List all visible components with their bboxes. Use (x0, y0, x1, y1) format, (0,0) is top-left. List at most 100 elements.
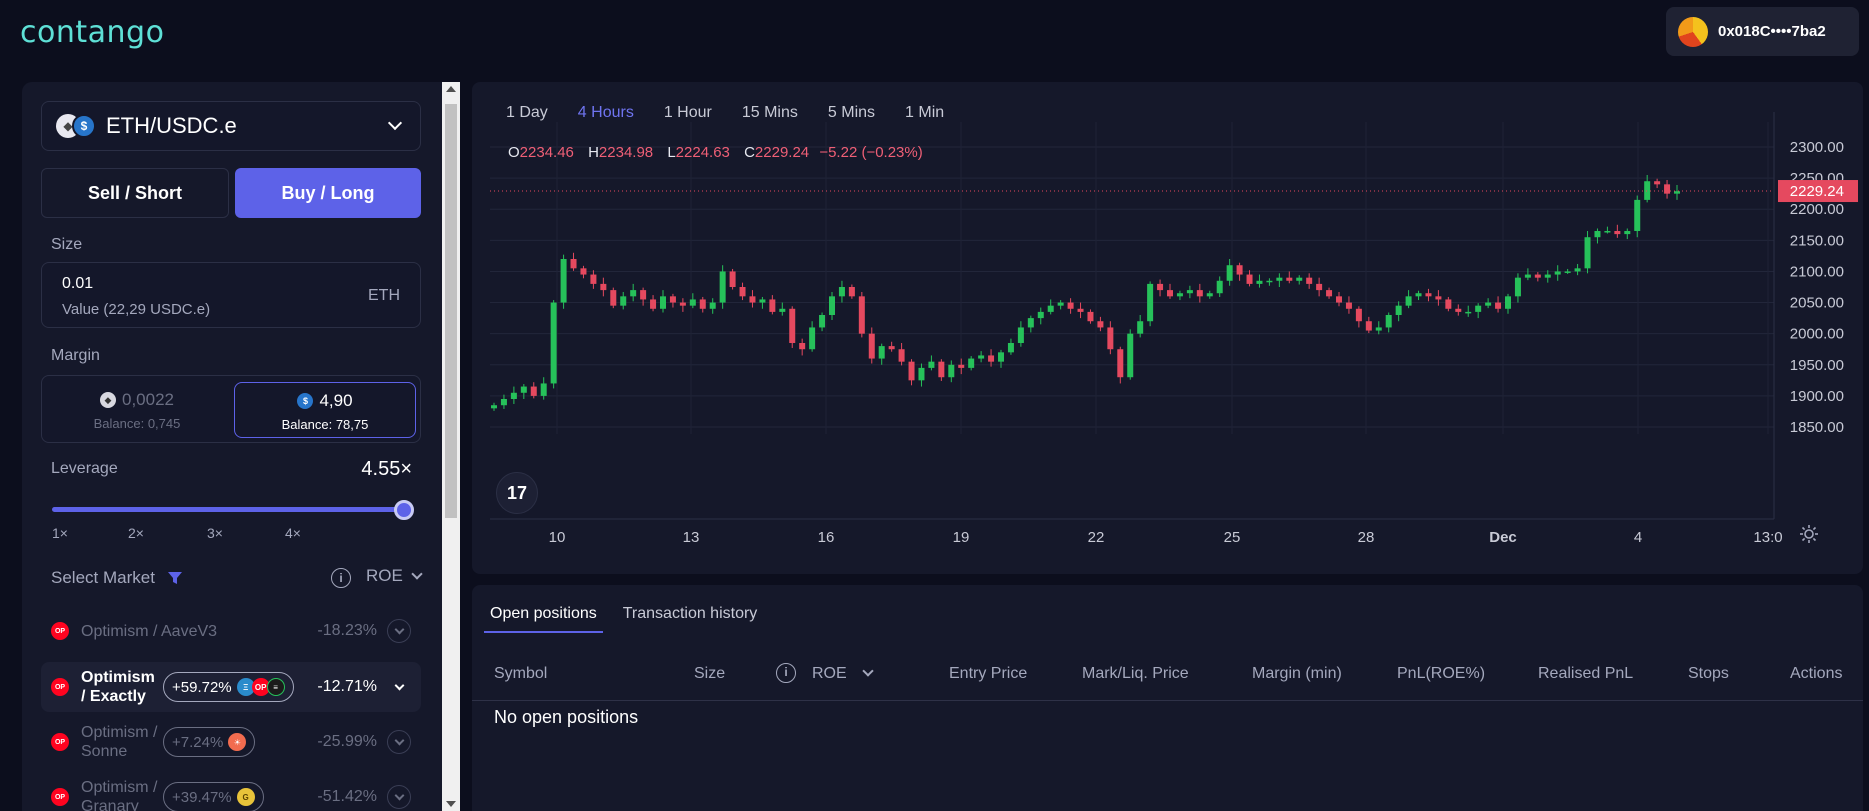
candle-body (1137, 321, 1144, 334)
wallet-address: 0x018C••••7ba2 (1718, 23, 1826, 40)
leverage-slider-handle[interactable] (394, 500, 414, 520)
candle-body (1445, 299, 1452, 309)
tab-open-positions[interactable]: Open positions (484, 605, 603, 633)
candle-body (1554, 271, 1561, 275)
expand-chevron-icon[interactable] (387, 675, 411, 699)
market-row-exactly[interactable]: OP Optimism / Exactly +59.72% Ξ OP ≡ -12… (41, 662, 421, 712)
positions-tabs: Open positions Transaction history (484, 605, 777, 633)
scroll-down-icon[interactable] (446, 801, 456, 807)
candle-body (878, 346, 885, 359)
candle-body (1256, 280, 1263, 284)
ohlc-low-key: L (667, 144, 676, 161)
market-row-sonne[interactable]: OP Optimism / Sonne +7.24% ☀ -25.99% (41, 717, 421, 767)
candle-body (1047, 305, 1054, 312)
market-rate: +39.47% (172, 788, 232, 806)
col-roe[interactable]: ROE (812, 665, 847, 682)
sell-short-button[interactable]: Sell / Short (41, 168, 229, 218)
candle-body (809, 327, 816, 350)
timeframe-tab[interactable]: 1 Min (905, 104, 945, 121)
contango-logo[interactable]: contango (20, 10, 164, 54)
price-chart[interactable]: 2300.002250.002200.002150.002100.002050.… (472, 82, 1863, 574)
expand-chevron-icon[interactable] (387, 619, 411, 643)
margin-option-usdc[interactable]: $4,90 Balance: 78,75 (234, 382, 416, 438)
candle-body (1216, 280, 1223, 294)
candle-body (679, 302, 686, 306)
positions-table-header: Symbol Size i ROE Entry Price Mark/Liq. … (472, 663, 1863, 701)
candle-body (948, 364, 955, 378)
ohlc-low: 2224.63 (675, 144, 730, 161)
market-roe: -12.71% (317, 678, 377, 695)
side-tabs: Sell / Short Buy / Long (41, 168, 421, 218)
trade-panel-scrollbar[interactable] (442, 82, 460, 811)
timeframe-tab-active[interactable]: 4 Hours (577, 104, 634, 121)
gear-icon[interactable] (1799, 524, 1819, 544)
y-tick-label: 2300.00 (1790, 139, 1844, 156)
expand-chevron-icon[interactable] (387, 730, 411, 754)
scroll-up-icon[interactable] (446, 86, 456, 92)
scrollbar-thumb[interactable] (445, 104, 457, 518)
filter-icon[interactable] (167, 570, 183, 586)
candle-body (1296, 277, 1303, 281)
candle-body (769, 299, 776, 312)
margin-option-eth[interactable]: ◆ 0,0022 Balance: 0,745 (46, 382, 228, 438)
x-tick-label: 22 (1088, 529, 1105, 546)
pair-label: ETH/USDC.e (106, 113, 237, 138)
candle-body (1276, 277, 1283, 281)
sonne-icon: ☀ (228, 733, 247, 751)
chevron-down-icon (411, 568, 423, 580)
candle-body (1326, 290, 1333, 297)
margin-eth-amount: 0,0022 (122, 390, 174, 409)
expand-chevron-icon[interactable] (387, 785, 411, 809)
size-value-sub: Value (22,29 USDC.e) (62, 301, 211, 318)
ohlc-high: 2234.98 (598, 144, 654, 161)
candle-body (1634, 199, 1641, 231)
candle-body (868, 333, 875, 359)
pair-selector[interactable]: ◆ $ ETH/USDC.e (41, 101, 421, 151)
candle-body (600, 283, 607, 291)
wallet-button[interactable]: 0x018C••••7ba2 (1666, 7, 1859, 56)
timeframe-tab[interactable]: 1 Hour (663, 104, 712, 121)
col-margin-min: Margin (min) (1252, 665, 1342, 682)
candle-body (988, 355, 995, 362)
rate-pill: +59.72% Ξ OP ≡ (163, 672, 294, 702)
margin-label: Margin (51, 347, 100, 364)
buy-long-button[interactable]: Buy / Long (235, 168, 421, 218)
tradingview-logo[interactable]: 17 (496, 472, 538, 514)
candle-body (560, 259, 567, 303)
candle-body (1584, 237, 1591, 269)
candle-body (779, 308, 786, 312)
col-symbol: Symbol (494, 665, 548, 682)
col-realised-pnl: Realised PnL (1538, 665, 1634, 682)
candle-body (759, 299, 766, 303)
timeframe-tab[interactable]: 1 Day (506, 104, 548, 121)
roe-sort-select[interactable]: ROE (366, 566, 423, 586)
candle-body (1425, 293, 1432, 297)
timeframe-tab[interactable]: 15 Mins (741, 104, 798, 121)
info-icon[interactable]: i (331, 568, 351, 588)
exactly-logo-icon: ≡ (266, 678, 285, 696)
x-tick-label: 10 (549, 529, 566, 546)
candle-body (590, 274, 597, 284)
leverage-tick: 1× (52, 525, 68, 541)
timeframe-tab[interactable]: 5 Mins (827, 104, 876, 121)
candle-body (1037, 311, 1044, 319)
candle-body (1415, 293, 1422, 297)
candle-body (491, 405, 497, 409)
leverage-ticks: 1× 2× 3× 4× (52, 525, 407, 541)
candle-body (858, 296, 865, 334)
candle-body (1107, 327, 1114, 350)
size-value: 0.01 (62, 275, 94, 292)
candle-body (1614, 231, 1621, 235)
market-row-aavev3[interactable]: OP Optimism / AaveV3 -18.23% (41, 606, 421, 656)
candle-body (1644, 181, 1651, 200)
candle-body (1336, 296, 1342, 303)
size-input[interactable]: 0.01 Value (22,29 USDC.e) ETH (41, 262, 421, 328)
market-row-granary[interactable]: OP Optimism / Granary +39.47% G -51.42% (41, 772, 421, 811)
leverage-slider-track[interactable] (52, 507, 407, 512)
info-icon[interactable]: i (776, 663, 796, 683)
chevron-down-icon[interactable] (862, 665, 874, 677)
candle-body (1475, 305, 1482, 312)
tab-transaction-history[interactable]: Transaction history (622, 605, 758, 622)
size-unit: ETH (368, 287, 400, 304)
candle-body (570, 259, 577, 269)
